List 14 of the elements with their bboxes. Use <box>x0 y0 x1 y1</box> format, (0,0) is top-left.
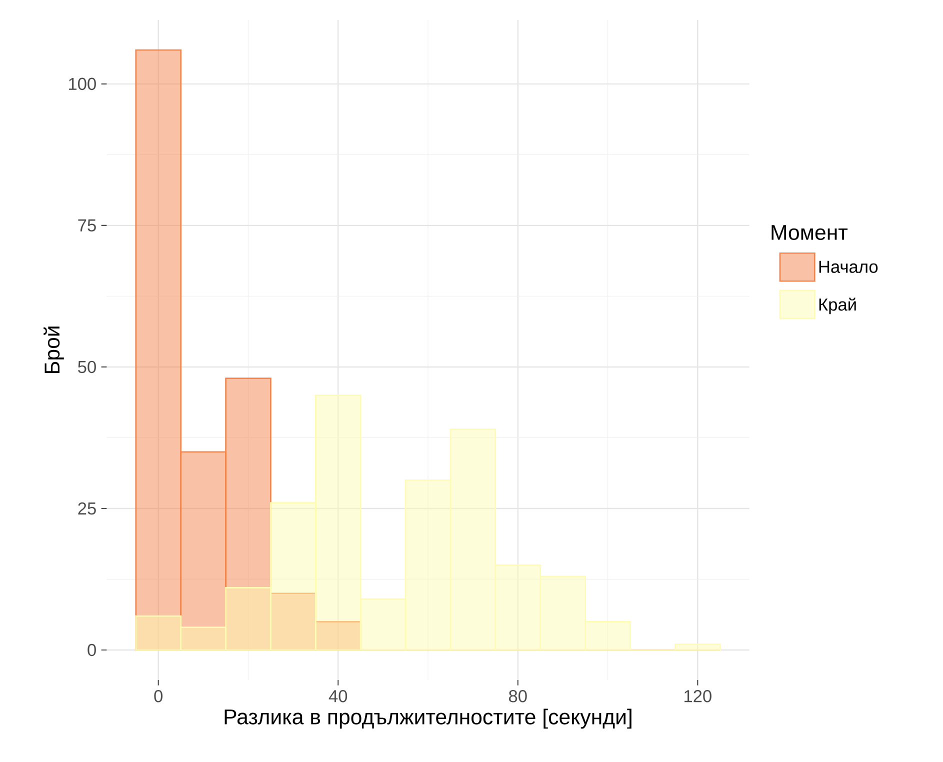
y-tick-label: 0 <box>88 644 96 656</box>
y-tick-label: 50 <box>78 360 96 374</box>
y-tick-label: 100 <box>69 78 96 90</box>
x-tick-label: 0 <box>154 690 163 702</box>
x-axis-title: Разлика в продължителностите [секунди] <box>224 708 632 729</box>
x-tick-label: 120 <box>684 690 712 702</box>
y-axis-title: Брой <box>44 326 64 374</box>
legend-title: Момент <box>772 225 848 240</box>
legend-label: Край <box>819 298 856 314</box>
x-tick-label: 40 <box>328 690 348 702</box>
y-tick-label: 25 <box>78 502 96 515</box>
x-tick-label: 80 <box>509 690 527 702</box>
legend-label: Начало <box>819 260 878 273</box>
y-tick-label: 75 <box>78 219 96 232</box>
